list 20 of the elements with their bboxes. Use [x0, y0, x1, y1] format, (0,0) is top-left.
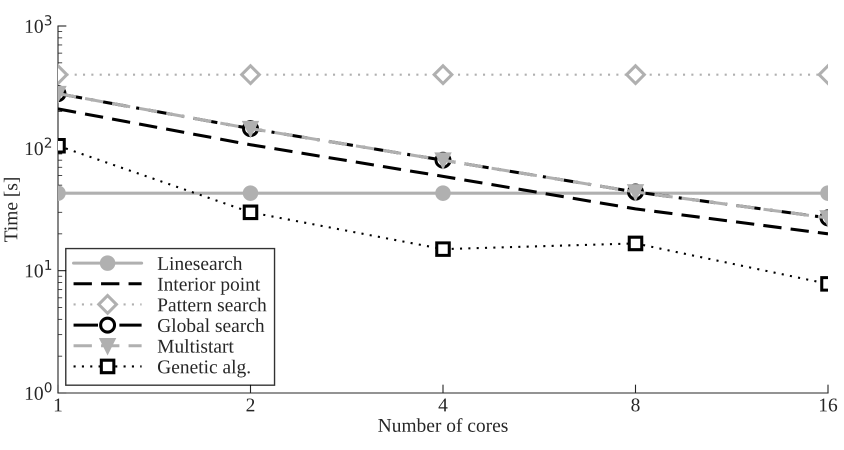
x-tick-label: 8: [631, 398, 640, 412]
legend-label: Multistart: [158, 339, 234, 353]
x-tick-label: 1: [54, 398, 62, 412]
legend-label: Linesearch: [158, 256, 242, 270]
x-tick-label: 16: [820, 398, 838, 412]
point: [435, 241, 451, 257]
x-tick-label: 2: [246, 398, 254, 412]
line-series: [58, 107, 828, 236]
legend-label: Interior point: [158, 278, 260, 295]
legend-label: Genetic alg.: [158, 360, 250, 378]
legend-label: Pattern search: [158, 298, 267, 312]
y-tick-label: 10$^{1}$: [26, 260, 52, 278]
y-tick-label: 10$^{3}$: [26, 15, 52, 33]
x-tick-label: 4: [438, 398, 448, 412]
point: [432, 64, 454, 86]
y-axis-title: Time [s]: [4, 178, 20, 242]
y-tick-label: 10$^{0}$: [26, 382, 52, 400]
legend-label: Global search: [158, 318, 264, 332]
y-tick-label: 10$^{2}$: [26, 138, 52, 156]
x-axis-title: Number of cores: [378, 418, 508, 432]
